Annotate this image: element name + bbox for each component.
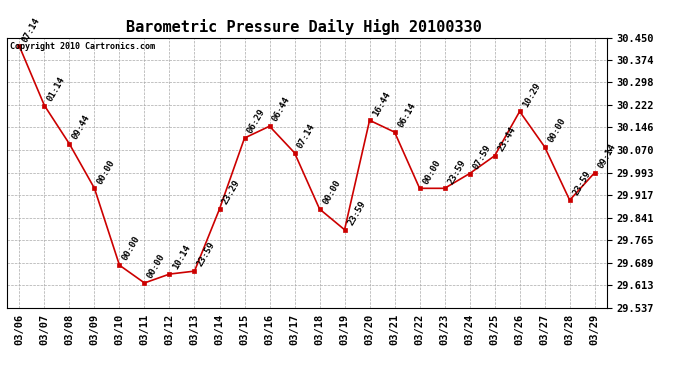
Text: Copyright 2010 Cartronics.com: Copyright 2010 Cartronics.com (10, 42, 155, 51)
Text: 00:00: 00:00 (546, 116, 567, 144)
Text: 23:59: 23:59 (346, 199, 367, 227)
Text: 10:29: 10:29 (521, 81, 542, 109)
Text: 07:59: 07:59 (471, 143, 492, 171)
Text: 00:00: 00:00 (321, 178, 342, 206)
Text: 09:44: 09:44 (71, 113, 92, 141)
Text: 23:29: 23:29 (221, 178, 242, 206)
Text: 10:14: 10:14 (171, 243, 192, 271)
Text: 23:59: 23:59 (571, 170, 592, 197)
Text: Barometric Pressure Daily High 20100330: Barometric Pressure Daily High 20100330 (126, 19, 482, 35)
Text: 23:59: 23:59 (196, 241, 217, 268)
Text: 09:14: 09:14 (596, 142, 618, 170)
Text: 23:44: 23:44 (496, 125, 518, 153)
Text: 00:00: 00:00 (121, 235, 142, 262)
Text: 06:44: 06:44 (271, 96, 292, 123)
Text: 07:14: 07:14 (21, 16, 42, 44)
Text: 06:29: 06:29 (246, 108, 267, 135)
Text: 06:14: 06:14 (396, 102, 417, 129)
Text: 00:00: 00:00 (96, 158, 117, 186)
Text: 16:44: 16:44 (371, 90, 392, 117)
Text: 07:14: 07:14 (296, 122, 317, 150)
Text: 01:14: 01:14 (46, 75, 67, 103)
Text: 23:59: 23:59 (446, 158, 467, 186)
Text: 00:00: 00:00 (146, 252, 167, 280)
Text: 00:00: 00:00 (421, 158, 442, 186)
